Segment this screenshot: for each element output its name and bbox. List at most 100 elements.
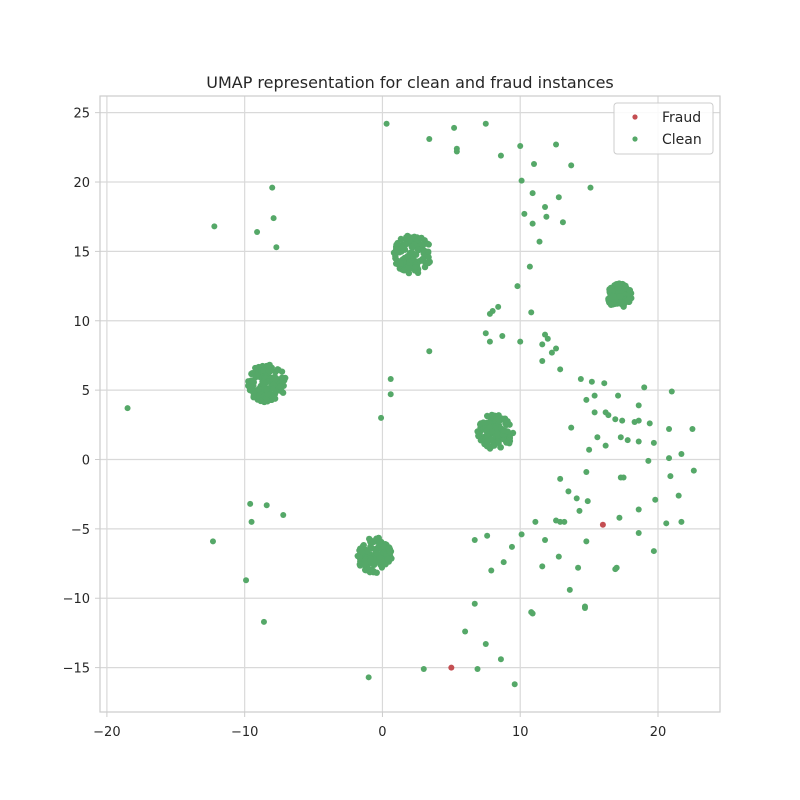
- clean-cluster-point: [403, 234, 410, 242]
- clean-point: [617, 434, 624, 441]
- clean-point: [451, 124, 458, 131]
- clean-cluster-point: [279, 389, 287, 396]
- clean-cluster-point: [495, 415, 502, 423]
- clean-point: [591, 392, 598, 399]
- clean-cluster-point: [618, 299, 625, 306]
- clean-point: [675, 492, 682, 499]
- clean-point: [561, 518, 568, 525]
- clean-point: [514, 283, 521, 290]
- clean-point: [557, 518, 564, 525]
- axis-ticks: −20 −10 0 10 20 −15 −10 −5 0 5 10 15 20 25: [63, 107, 667, 740]
- clean-point: [526, 263, 533, 270]
- clean-point: [573, 495, 580, 502]
- clean-cluster-point: [274, 366, 281, 373]
- clean-point: [624, 437, 631, 444]
- clean-point: [499, 333, 506, 340]
- clean-point: [497, 152, 504, 159]
- clean-point: [263, 502, 270, 509]
- clean-point: [566, 586, 573, 593]
- clean-cluster-point: [248, 377, 255, 384]
- clean-point: [576, 507, 583, 514]
- clean-cluster-point: [408, 243, 415, 251]
- clean-point: [511, 681, 518, 688]
- clean-point: [635, 438, 642, 445]
- clean-point: [645, 457, 652, 464]
- clean-cluster-point: [606, 287, 614, 294]
- clean-point: [544, 335, 551, 342]
- clean-cluster-point: [404, 253, 411, 260]
- clean-point: [243, 577, 250, 584]
- clean-point: [650, 439, 657, 446]
- clean-point: [635, 530, 642, 537]
- clean-point: [260, 618, 267, 625]
- clean-cluster-point: [423, 259, 431, 267]
- clean-point: [543, 213, 550, 220]
- clean-point: [635, 402, 642, 409]
- clean-point: [678, 518, 685, 525]
- clean-point: [652, 496, 659, 503]
- clean-cluster-point: [361, 560, 369, 567]
- clean-point: [587, 184, 594, 191]
- clean-cluster-point: [276, 383, 284, 390]
- clean-cluster-point: [397, 259, 404, 267]
- clean-point: [536, 238, 543, 245]
- clean-point: [273, 244, 280, 251]
- clean-point: [553, 141, 560, 148]
- clean-point: [586, 446, 593, 453]
- clean-cluster-point: [266, 368, 274, 375]
- clean-cluster-point: [269, 393, 277, 400]
- clean-cluster-point: [424, 240, 431, 248]
- clean-point: [553, 345, 560, 352]
- x-tick-label: −10: [231, 725, 258, 740]
- clean-point: [542, 203, 549, 210]
- clean-point: [495, 303, 502, 310]
- clean-point: [462, 628, 469, 635]
- clean-point: [548, 349, 555, 356]
- clean-cluster-point: [364, 547, 371, 555]
- clean-point: [420, 665, 427, 672]
- clean-cluster-point: [626, 287, 634, 294]
- clean-cluster-point: [414, 246, 421, 253]
- data-points: [124, 120, 697, 688]
- legend-box: [613, 102, 714, 155]
- clean-cluster-point: [502, 420, 509, 427]
- clean-point: [484, 532, 491, 539]
- clean-point: [518, 177, 525, 184]
- clean-point: [555, 553, 562, 560]
- clean-point: [667, 473, 674, 480]
- clean-point: [387, 391, 394, 398]
- clean-point: [269, 184, 276, 191]
- clean-point: [383, 120, 390, 127]
- clean-cluster-point: [417, 257, 424, 265]
- clean-cluster-point: [394, 239, 401, 247]
- clean-point: [497, 656, 504, 663]
- clean-point: [500, 559, 507, 566]
- clean-point: [568, 424, 575, 431]
- clean-point: [531, 160, 537, 167]
- clean-point: [594, 434, 601, 441]
- clean-cluster-point: [607, 301, 615, 308]
- clean-point: [616, 514, 623, 521]
- clean-cluster-point: [615, 284, 622, 291]
- x-tick-label: −20: [93, 725, 120, 740]
- grid-lines: [100, 96, 720, 712]
- clean-point: [641, 384, 648, 391]
- clean-point: [620, 474, 627, 481]
- clean-point: [650, 548, 657, 555]
- clean-point: [254, 228, 261, 235]
- clean-cluster-point: [480, 419, 487, 426]
- y-tick-label: 25: [73, 107, 90, 122]
- clean-cluster-point: [257, 397, 265, 405]
- clean-point: [602, 442, 609, 449]
- clean-point: [557, 475, 564, 482]
- clean-point: [689, 425, 696, 432]
- clean-point: [486, 310, 493, 317]
- clean-point: [521, 210, 528, 217]
- clean-point: [518, 531, 525, 538]
- clean-point: [474, 665, 481, 672]
- clean-cluster-point: [405, 269, 413, 277]
- clean-point: [426, 136, 433, 143]
- clean-point: [646, 420, 653, 427]
- clean-cluster-point: [373, 549, 380, 557]
- clean-point: [559, 219, 566, 226]
